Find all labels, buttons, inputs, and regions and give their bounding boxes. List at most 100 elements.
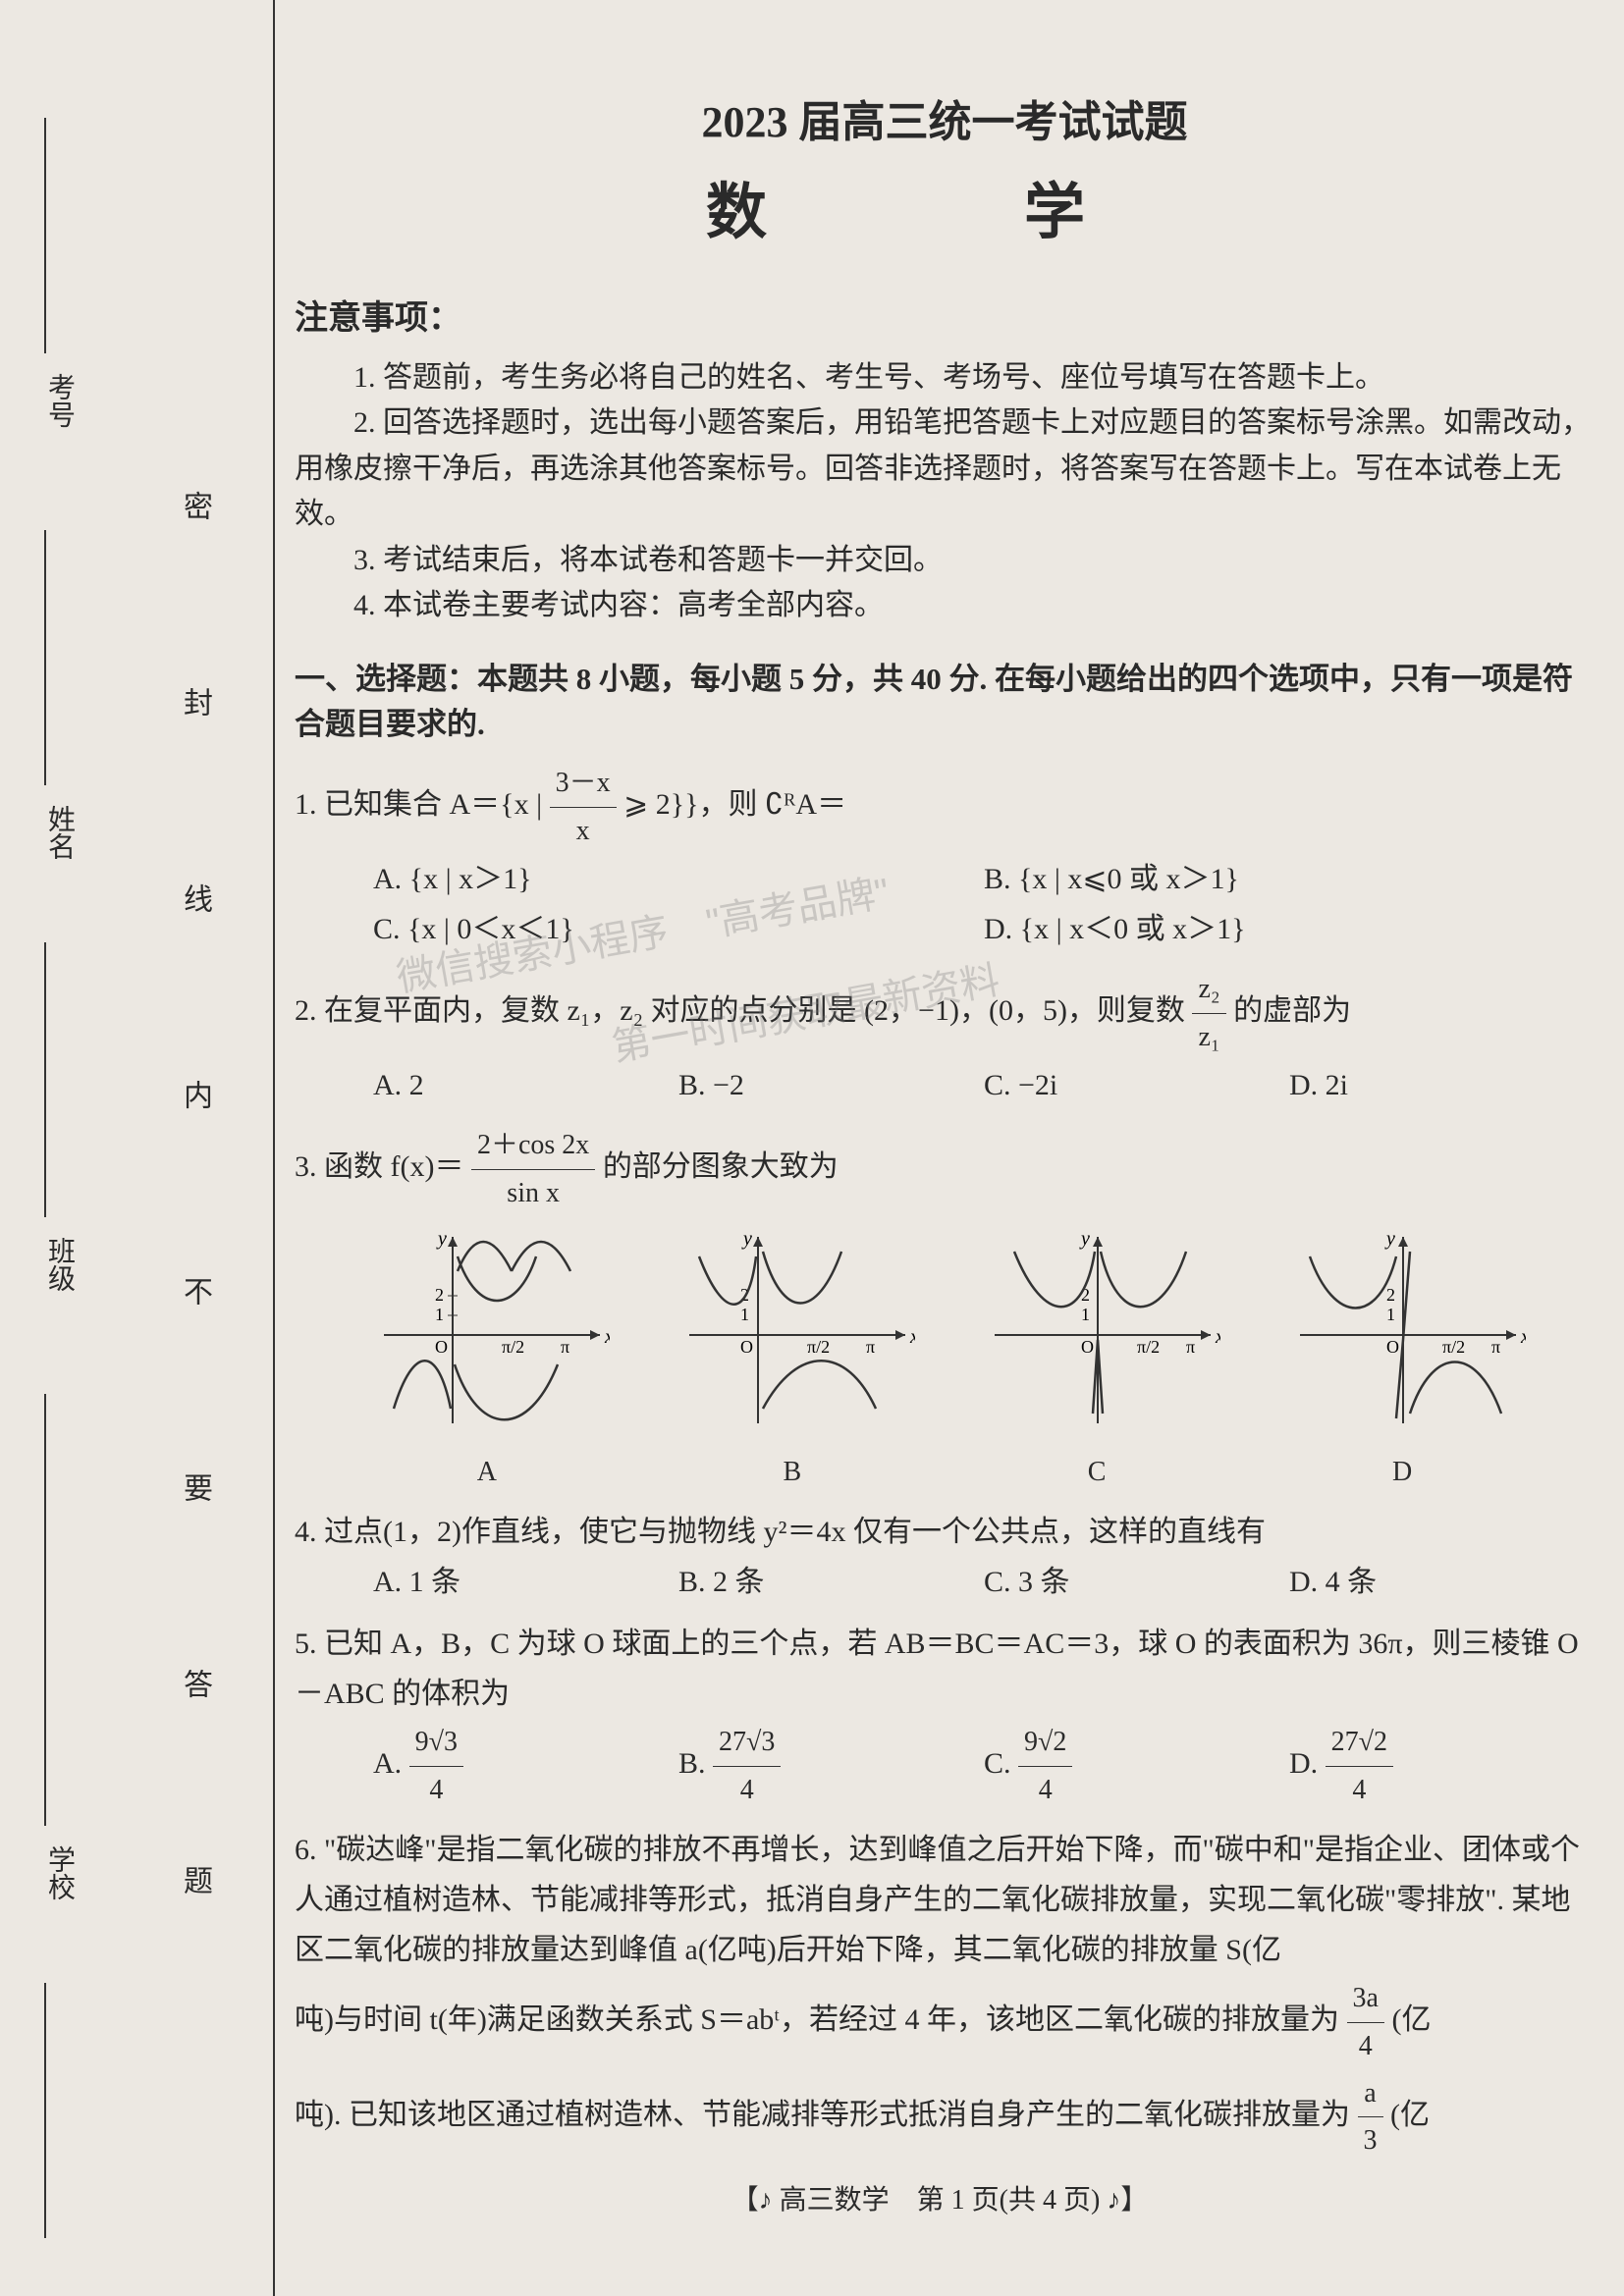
q6-para2-pre: 吨)与时间 t(年)满足函数关系式 S＝abᵗ，若经过 4 年，该地区二氧化碳的…: [295, 2003, 1347, 2036]
q3-graph-D: x y O 1 2 π/2 π: [1280, 1227, 1526, 1443]
q3-graph-labels: A B C D: [334, 1449, 1555, 1496]
q4-optA: A. 1 条: [373, 1557, 678, 1607]
question-4: 4. 过点(1，2)作直线，使它与抛物线 y²＝4x 仅有一个公共点，这样的直线…: [295, 1507, 1595, 1607]
q1-stem-post: ⩾ 2}}，则 ∁ᴿA＝: [623, 788, 846, 821]
q1-optB: B. {x | x⩽0 或 x＞1}: [984, 854, 1595, 904]
q3-frac: 2＋cos 2x sin x: [471, 1122, 595, 1216]
q6-para2-post: (亿: [1391, 2003, 1431, 2036]
q1-optC: C. {x | 0＜x＜1}: [373, 904, 984, 954]
q1-stem-pre: 1. 已知集合 A＝{x |: [295, 788, 550, 821]
notice-item-2: 2. 回答选择题时，选出每小题答案后，用铅笔把答题卡上对应题目的答案标号涂黑。如…: [295, 400, 1595, 538]
q3-label-D: D: [1392, 1449, 1412, 1496]
q5-optA-den: 4: [409, 1767, 463, 1814]
q4-optD: D. 4 条: [1289, 1557, 1595, 1607]
svg-text:x: x: [604, 1326, 610, 1348]
binding-margin: 考号 姓名 班级 学校 密 封 线 内 不 要 答 题: [0, 0, 275, 2296]
section-1-head: 一、选择题：本题共 8 小题，每小题 5 分，共 40 分. 在每小题给出的四个…: [295, 657, 1595, 748]
q5-optA: A. 9√34: [373, 1719, 678, 1813]
exam-page: 考号 姓名 班级 学校 密 封 线 内 不 要 答 题 2023 届高三统一考试…: [0, 0, 1624, 2296]
q3-graphs: x y O 1 2 π/2 π: [334, 1227, 1555, 1443]
q2-optA: A. 2: [373, 1060, 678, 1110]
q2-optC: C. −2i: [984, 1060, 1289, 1110]
margin-label-class: 班级: [39, 1237, 79, 1292]
q3-graph-B: x y O 1 2 π/2 π: [670, 1227, 915, 1443]
margin-label-name: 姓名: [39, 805, 79, 860]
q1-optD: D. {x | x＜0 或 x＞1}: [984, 904, 1595, 954]
margin-line-4: [44, 1983, 46, 2238]
svg-text:π/2: π/2: [1137, 1337, 1160, 1357]
q6-para2: 吨)与时间 t(年)满足函数关系式 S＝abᵗ，若经过 4 年，该地区二氧化碳的…: [295, 1975, 1595, 2069]
svg-text:1: 1: [1386, 1305, 1395, 1324]
q3-stem-pre: 3. 函数 f(x)＝: [295, 1150, 463, 1183]
q1-frac-num: 3－x: [550, 760, 617, 808]
svg-text:x: x: [909, 1326, 915, 1348]
svg-text:O: O: [1081, 1337, 1094, 1357]
q4-stem: 4. 过点(1，2)作直线，使它与抛物线 y²＝4x 仅有一个公共点，这样的直线…: [295, 1507, 1595, 1557]
q4-optC: C. 3 条: [984, 1557, 1289, 1607]
q2-frac: z₂ z₁: [1192, 966, 1225, 1060]
svg-text:π: π: [866, 1337, 875, 1357]
q5-optA-pre: A.: [373, 1747, 409, 1780]
q4-optB: B. 2 条: [678, 1557, 984, 1607]
question-3: 3. 函数 f(x)＝ 2＋cos 2x sin x 的部分图象大致为 x y: [295, 1122, 1595, 1495]
q5-optB: B. 27√34: [678, 1719, 984, 1813]
q3-graph-A: x y O 1 2 π/2 π: [364, 1227, 610, 1443]
subject-title: 数 学: [295, 165, 1595, 262]
margin-line-0: [44, 118, 46, 353]
q5-optD-den: 4: [1326, 1767, 1393, 1814]
q1-optA: A. {x | x＞1}: [373, 854, 984, 904]
notice-item-3: 3. 考试结束后，将本试卷和答题卡一并交回。: [295, 538, 1595, 584]
svg-text:x: x: [1215, 1326, 1220, 1348]
q5-optC: C. 9√24: [984, 1719, 1289, 1813]
q3-frac-den: sin x: [471, 1170, 595, 1217]
svg-text:1: 1: [740, 1305, 749, 1324]
q5-optB-den: 4: [713, 1767, 781, 1814]
svg-text:y: y: [436, 1228, 447, 1250]
svg-text:y: y: [1384, 1228, 1395, 1250]
q1-frac-den: x: [550, 808, 617, 855]
q6-para3: 吨). 已知该地区通过植树造林、节能减排等形式抵消自身产生的二氧化碳排放量为 a…: [295, 2070, 1595, 2164]
content-area: 2023 届高三统一考试试题 数 学 注意事项： 1. 答题前，考生务必将自己的…: [295, 88, 1595, 2176]
svg-text:π/2: π/2: [502, 1337, 524, 1357]
q2-frac-den: z₁: [1192, 1014, 1225, 1061]
q6-para2-num: 3a: [1347, 1975, 1384, 2023]
seal-line-text: 密 封 线 内 不 要 答 题: [167, 491, 216, 1963]
q3-label-A: A: [477, 1449, 497, 1496]
q2-optB: B. −2: [678, 1060, 984, 1110]
svg-text:1: 1: [1081, 1305, 1090, 1324]
svg-text:y: y: [741, 1228, 752, 1250]
question-2: 2. 在复平面内，复数 z₁，z₂ 对应的点分别是 (2，−1)，(0，5)，则…: [295, 966, 1595, 1110]
notice-item-4: 4. 本试卷主要考试内容：高考全部内容。: [295, 583, 1595, 629]
q6-para3-den: 3: [1358, 2117, 1383, 2164]
q5-optD-num: 27√2: [1326, 1719, 1393, 1767]
q3-frac-num: 2＋cos 2x: [471, 1122, 595, 1170]
svg-text:y: y: [1079, 1228, 1090, 1250]
question-6: 6. "碳达峰"是指二氧化碳的排放不再增长，达到峰值之后开始下降，而"碳中和"是…: [295, 1825, 1595, 2163]
q6-para3-post: (亿: [1390, 2098, 1430, 2130]
svg-text:1: 1: [435, 1305, 444, 1324]
q3-graph-C: x y O 1 2 π/2 π: [975, 1227, 1220, 1443]
margin-line-2: [44, 942, 46, 1217]
q6-para3-num: a: [1358, 2070, 1383, 2118]
q5-optC-den: 4: [1018, 1767, 1072, 1814]
margin-label-school: 学校: [39, 1845, 79, 1900]
svg-text:O: O: [1386, 1337, 1399, 1357]
q5-optB-num: 27√3: [713, 1719, 781, 1767]
question-1: 1. 已知集合 A＝{x | 3－x x ⩾ 2}}，则 ∁ᴿA＝ A. {x …: [295, 760, 1595, 954]
page-footer: 【♪ 高三数学 第 1 页(共 4 页) ♪】: [295, 2178, 1585, 2217]
q5-optC-pre: C.: [984, 1747, 1018, 1780]
margin-line-3: [44, 1394, 46, 1826]
q6-para2-den: 4: [1347, 2023, 1384, 2070]
svg-text:π: π: [1491, 1337, 1500, 1357]
notice-heading: 注意事项：: [295, 293, 1595, 346]
svg-text:π/2: π/2: [1442, 1337, 1465, 1357]
q5-stem: 5. 已知 A，B，C 为球 O 球面上的三个点，若 AB＝BC＝AC＝3，球 …: [295, 1619, 1595, 1719]
q3-stem-post: 的部分图象大致为: [603, 1150, 839, 1183]
q5-optC-num: 9√2: [1018, 1719, 1072, 1767]
svg-text:O: O: [740, 1337, 753, 1357]
margin-label-examno: 考号: [39, 373, 79, 428]
q2-stem-post: 的虚部为: [1233, 994, 1351, 1027]
q5-optD-pre: D.: [1289, 1747, 1326, 1780]
exam-title: 2023 届高三统一考试试题: [295, 88, 1595, 157]
q3-label-C: C: [1088, 1449, 1107, 1496]
